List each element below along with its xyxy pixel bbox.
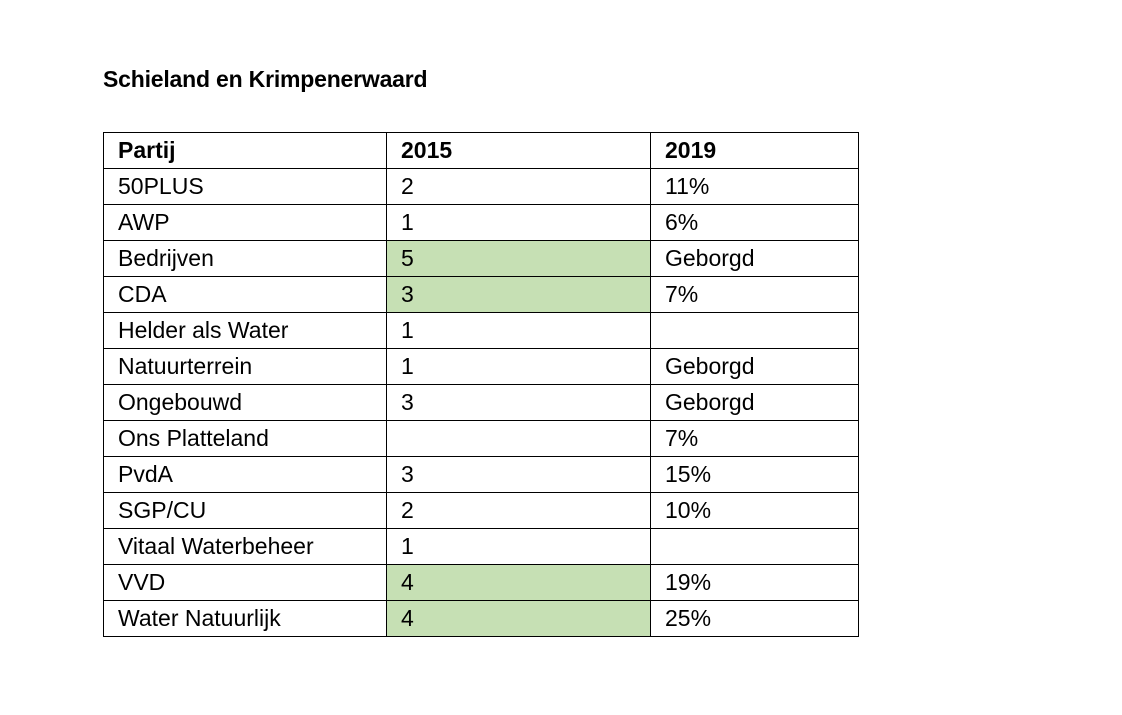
result-2019-cell [650,312,859,349]
document-title: Schieland en Krimpenerwaard [103,66,428,92]
seats-2015-cell: 2 [386,492,651,529]
table-row: PvdA 3 15% [103,456,859,493]
party-cell: Bedrijven [103,240,387,277]
party-cell: Vitaal Waterbeheer [103,528,387,565]
header-party: Partij [103,132,387,169]
seats-2015-cell: 1 [386,348,651,385]
table-row: Vitaal Waterbeheer 1 [103,528,859,565]
result-2019-cell: 7% [650,276,859,313]
seats-2015-cell [386,420,651,457]
header-2019: 2019 [650,132,859,169]
seats-2015-cell: 3 [386,384,651,421]
table-row: Ongebouwd 3 Geborgd [103,384,859,421]
header-2015: 2015 [386,132,651,169]
result-2019-cell: 10% [650,492,859,529]
result-2019-cell: 25% [650,600,859,637]
seats-2015-cell: 2 [386,168,651,205]
table-row: Bedrijven 5 Geborgd [103,240,859,277]
seats-2015-cell: 4 [386,564,651,601]
table-row: CDA 3 7% [103,276,859,313]
table-row: SGP/CU 2 10% [103,492,859,529]
seats-2015-cell: 1 [386,204,651,241]
result-2019-cell: 15% [650,456,859,493]
table-row: Helder als Water 1 [103,312,859,349]
result-2019-cell: 6% [650,204,859,241]
result-2019-cell: 11% [650,168,859,205]
seats-2015-cell: 1 [386,528,651,565]
result-2019-cell: Geborgd [650,384,859,421]
result-2019-cell: Geborgd [650,240,859,277]
table-row: Water Natuurlijk 4 25% [103,600,859,637]
result-2019-cell: Geborgd [650,348,859,385]
table-row: AWP 1 6% [103,204,859,241]
party-cell: Ons Platteland [103,420,387,457]
result-2019-cell: 7% [650,420,859,457]
table-row: Ons Platteland 7% [103,420,859,457]
seats-2015-cell: 3 [386,456,651,493]
party-cell: Helder als Water [103,312,387,349]
party-cell: VVD [103,564,387,601]
party-cell: SGP/CU [103,492,387,529]
party-cell: Ongebouwd [103,384,387,421]
seats-2015-cell: 5 [386,240,651,277]
table-header-row: Partij 2015 2019 [103,132,859,169]
seats-2015-cell: 3 [386,276,651,313]
party-cell: PvdA [103,456,387,493]
party-cell: Water Natuurlijk [103,600,387,637]
seats-2015-cell: 4 [386,600,651,637]
seats-2015-cell: 1 [386,312,651,349]
table-row: VVD 4 19% [103,564,859,601]
results-table: Partij 2015 2019 50PLUS 2 11% AWP 1 6% B… [103,132,859,637]
table-row: Natuurterrein 1 Geborgd [103,348,859,385]
result-2019-cell [650,528,859,565]
table-row: 50PLUS 2 11% [103,168,859,205]
party-cell: 50PLUS [103,168,387,205]
result-2019-cell: 19% [650,564,859,601]
party-cell: Natuurterrein [103,348,387,385]
party-cell: CDA [103,276,387,313]
party-cell: AWP [103,204,387,241]
